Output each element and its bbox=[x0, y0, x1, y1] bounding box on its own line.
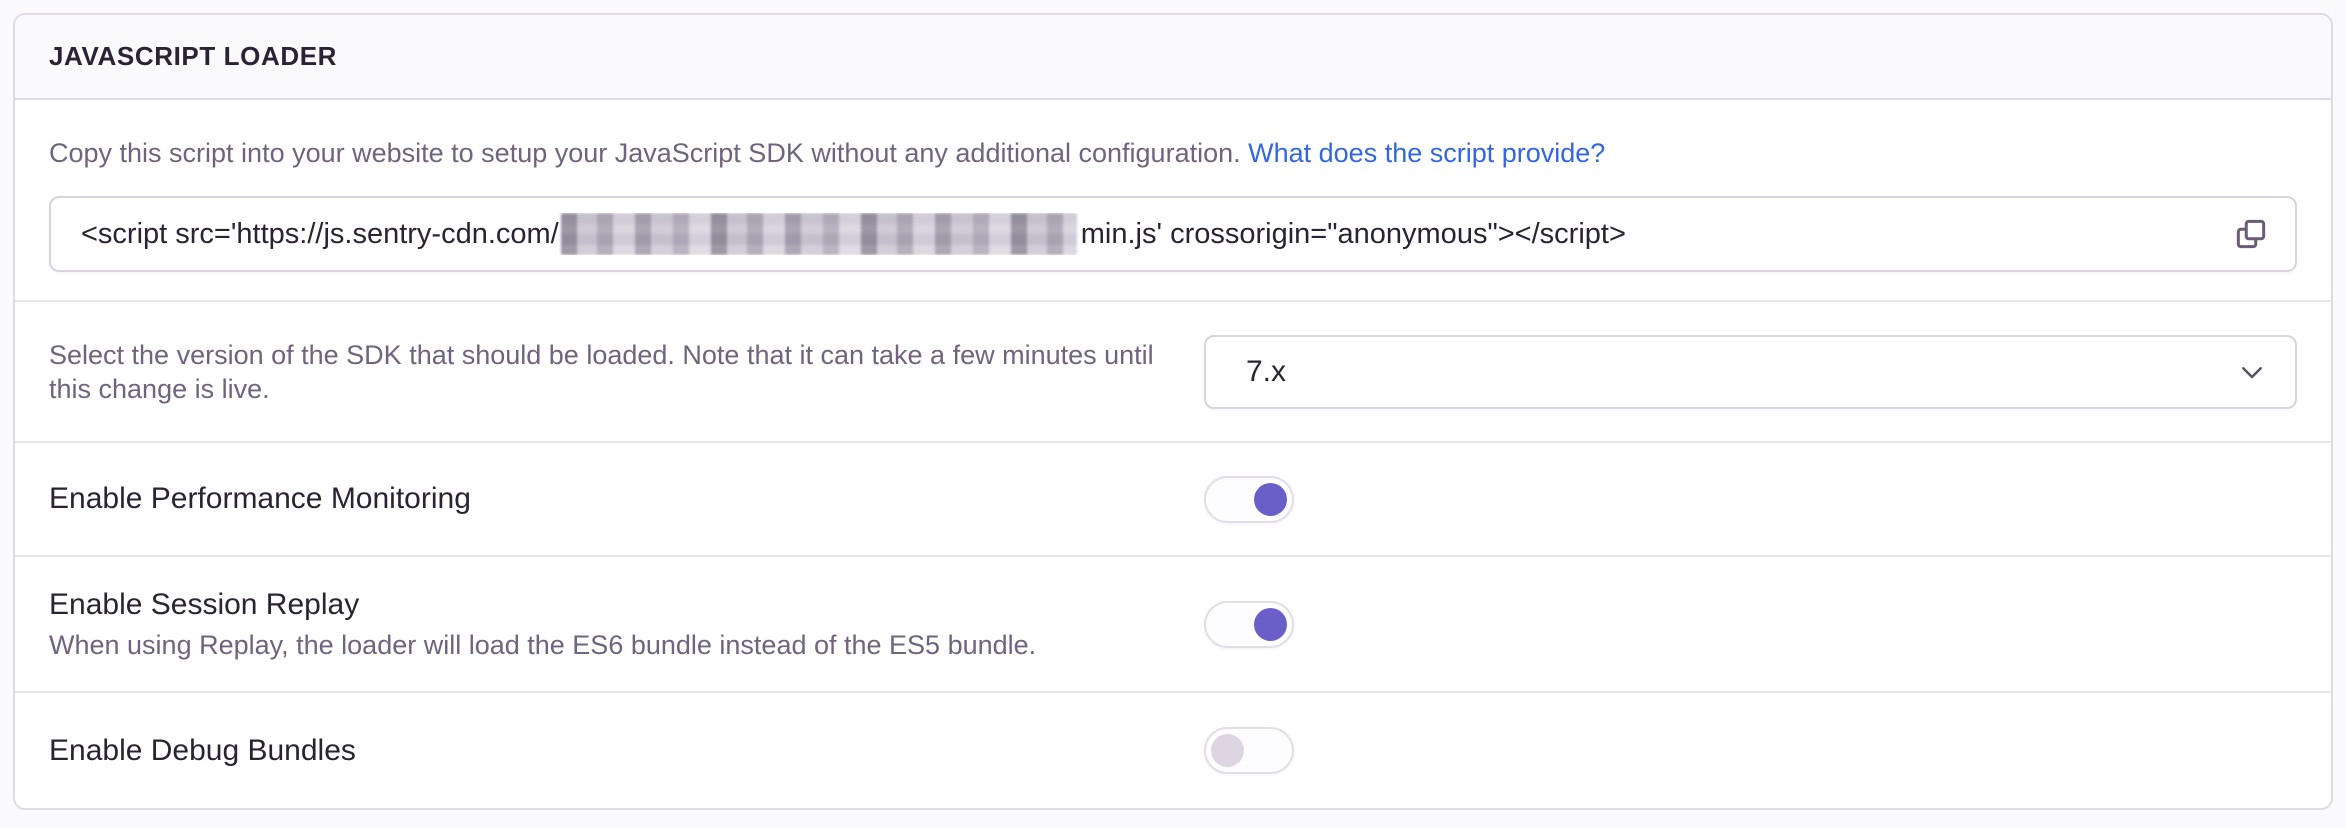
toggle-knob bbox=[1254, 482, 1287, 516]
performance-monitoring-label: Enable Performance Monitoring bbox=[49, 482, 471, 515]
sdk-version-row: Select the version of the SDK that shoul… bbox=[15, 300, 2331, 441]
loader-script-input[interactable]: <script src='https://js.sentry-cdn.com/m… bbox=[49, 196, 2297, 272]
panel-title: JAVASCRIPT LOADER bbox=[49, 41, 338, 71]
script-description: Copy this script into your website to se… bbox=[49, 136, 2297, 170]
debug-bundles-toggle[interactable] bbox=[1204, 727, 1294, 774]
loader-script-row: Copy this script into your website to se… bbox=[15, 100, 2331, 300]
panel-header: JAVASCRIPT LOADER bbox=[15, 15, 2331, 100]
debug-bundles-label: Enable Debug Bundles bbox=[49, 733, 356, 767]
script-code-suffix: min.js' crossorigin="anonymous"></script… bbox=[1080, 217, 1626, 250]
toggle-knob bbox=[1211, 734, 1244, 767]
javascript-loader-panel: JAVASCRIPT LOADER Copy this script into … bbox=[13, 13, 2333, 810]
script-code-prefix: <script src='https://js.sentry-cdn.com/ bbox=[81, 217, 559, 250]
toggle-knob bbox=[1254, 607, 1287, 641]
sdk-version-selected-value: 7.x bbox=[1246, 354, 1287, 388]
session-replay-help: When using Replay, the loader will load … bbox=[49, 629, 1037, 660]
chevron-down-icon bbox=[2242, 366, 2262, 378]
performance-monitoring-toggle[interactable] bbox=[1204, 475, 1294, 523]
copy-button[interactable] bbox=[2221, 204, 2281, 264]
sdk-version-description: Select the version of the SDK that shoul… bbox=[49, 339, 1154, 404]
debug-bundles-row: Enable Debug Bundles bbox=[15, 691, 2331, 808]
copy-icon bbox=[2236, 219, 2266, 249]
performance-monitoring-row: Enable Performance Monitoring bbox=[15, 441, 2331, 555]
session-replay-label: Enable Session Replay bbox=[49, 587, 360, 621]
session-replay-row: Enable Session Replay When using Replay,… bbox=[15, 555, 2331, 691]
redacted-key-blur bbox=[560, 213, 1077, 255]
loader-script-code: <script src='https://js.sentry-cdn.com/m… bbox=[81, 213, 2221, 255]
script-description-text: Copy this script into your website to se… bbox=[49, 138, 1249, 168]
what-does-script-provide-link[interactable]: What does the script provide? bbox=[1248, 138, 1606, 168]
sdk-version-select[interactable]: 7.x bbox=[1204, 334, 2297, 409]
session-replay-toggle[interactable] bbox=[1204, 600, 1294, 648]
